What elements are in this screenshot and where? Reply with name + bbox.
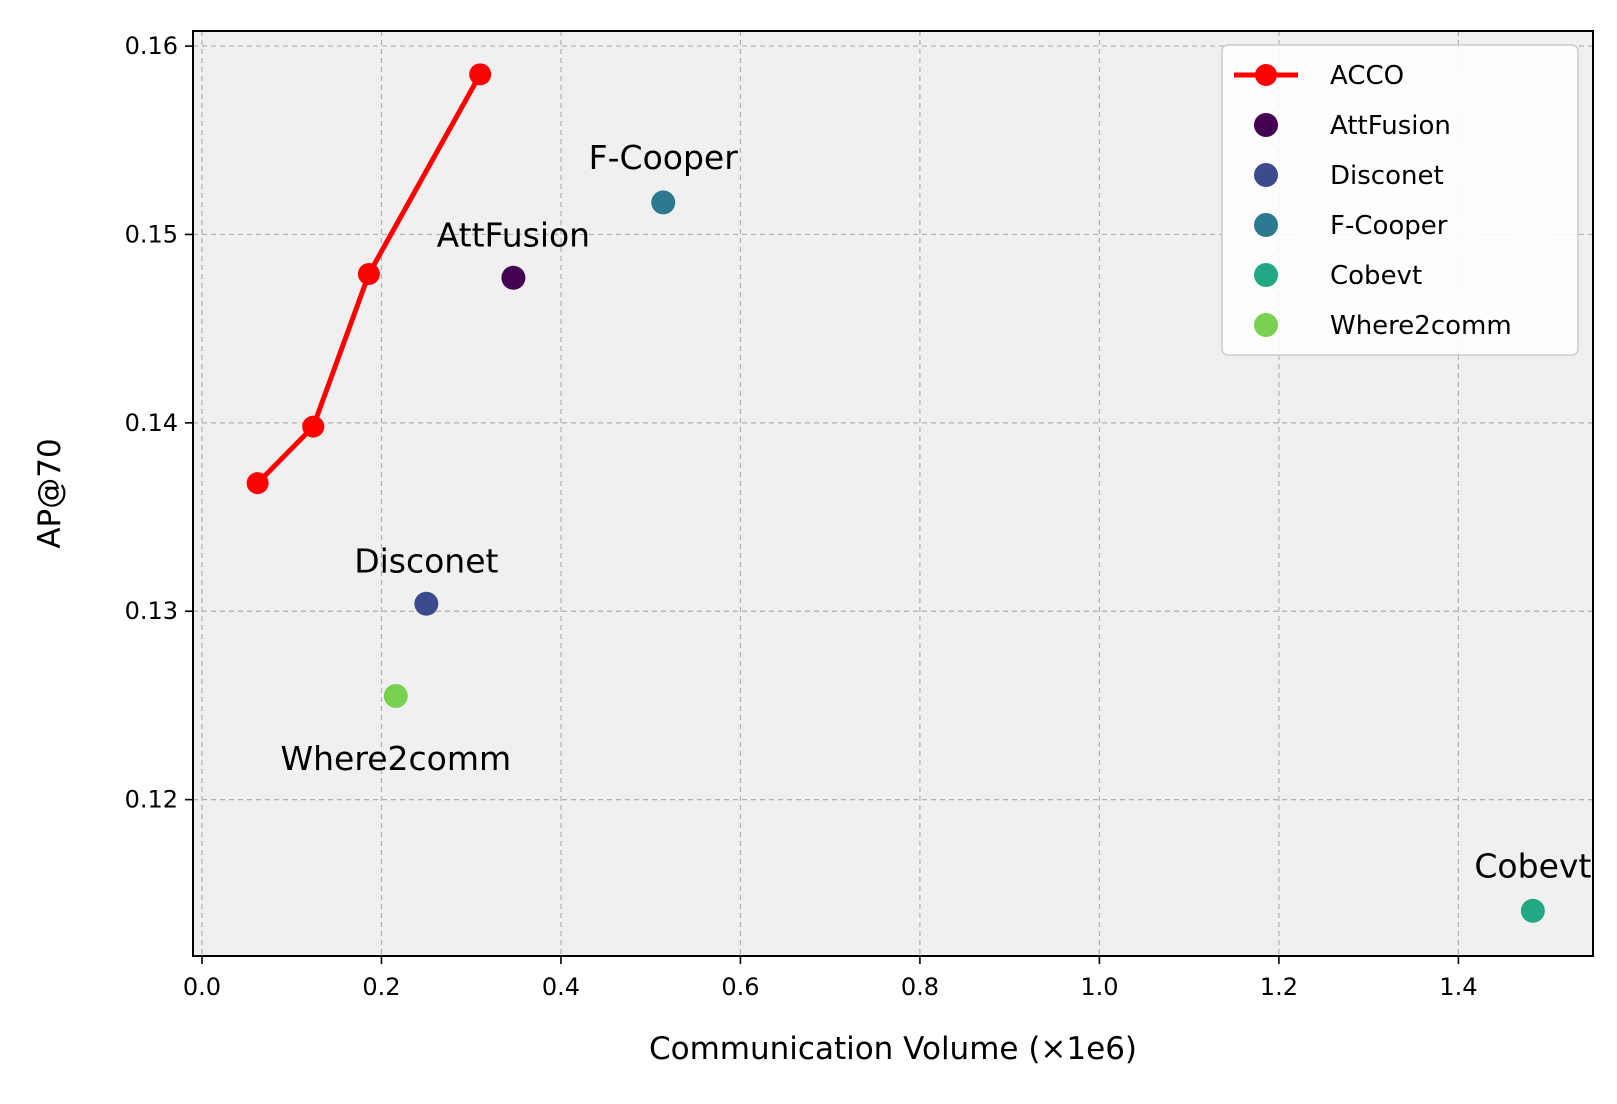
legend-f-cooper-marker <box>1254 213 1278 237</box>
y-tick-label: 0.16 <box>125 32 178 60</box>
acco-point <box>246 472 269 495</box>
attfusion-point <box>501 265 526 290</box>
legend-acco-label: ACCO <box>1330 61 1404 91</box>
legend-cobevt-marker <box>1254 263 1278 287</box>
x-tick-label: 1.4 <box>1439 973 1477 1001</box>
series-layer <box>246 63 1545 923</box>
x-axis-label: Communication Volume (×1e6) <box>649 1031 1137 1067</box>
cobevt-point <box>1520 898 1545 923</box>
legend-f-cooper-label: F-Cooper <box>1330 211 1448 241</box>
plot-frame <box>192 30 1594 957</box>
disconet-annotation: Disconet <box>354 541 498 580</box>
legend-box <box>1221 44 1579 356</box>
legend-acco-marker <box>1255 64 1277 86</box>
legend: ACCO AttFusion Disconet F-Cooper Cobevt Where… <box>1221 44 1579 356</box>
acco-point <box>469 63 492 86</box>
grid <box>193 31 1593 956</box>
f-cooper-point <box>651 190 676 215</box>
legend-attfusion-label: AttFusion <box>1330 111 1451 141</box>
annotation-layer: AttFusion Disconet F-Cooper Cobevt Where2com… <box>281 138 1592 885</box>
x-tick-label: 0.6 <box>721 973 759 1001</box>
legend-cobevt-label: Cobevt <box>1330 261 1422 291</box>
y-tick-label: 0.13 <box>125 597 178 625</box>
where2comm-point <box>383 684 408 709</box>
x-tick-label: 1.2 <box>1260 973 1298 1001</box>
acco-point <box>302 415 325 438</box>
x-axis: 0.0 0.2 0.4 0.6 0.8 1.0 1.2 1.4 <box>183 956 1477 1001</box>
legend-where2comm-label: Where2comm <box>1330 311 1512 341</box>
x-tick-label: 0.8 <box>901 973 939 1001</box>
disconet-point <box>414 591 439 616</box>
acco-point <box>357 263 380 286</box>
x-tick-label: 0.4 <box>542 973 580 1001</box>
legend-disconet-label: Disconet <box>1330 161 1444 191</box>
cobevt-annotation: Cobevt <box>1474 847 1591 886</box>
f-cooper-annotation: F-Cooper <box>589 138 739 177</box>
y-tick-label: 0.12 <box>125 786 178 814</box>
y-tick-label: 0.15 <box>125 220 178 248</box>
where2comm-annotation: Where2comm <box>281 739 512 778</box>
y-axis: 0.12 0.13 0.14 0.15 0.16 <box>125 32 193 814</box>
x-tick-label: 0.2 <box>362 973 400 1001</box>
y-tick-label: 0.14 <box>125 409 178 437</box>
y-axis-label: AP@70 <box>32 438 68 548</box>
legend-where2comm-marker <box>1254 313 1278 337</box>
legend-attfusion-marker <box>1254 113 1278 137</box>
legend-disconet-marker <box>1254 163 1278 187</box>
x-tick-label: 0.0 <box>183 973 221 1001</box>
acco-line <box>255 71 483 486</box>
x-tick-label: 1.0 <box>1080 973 1118 1001</box>
attfusion-annotation: AttFusion <box>437 215 590 254</box>
